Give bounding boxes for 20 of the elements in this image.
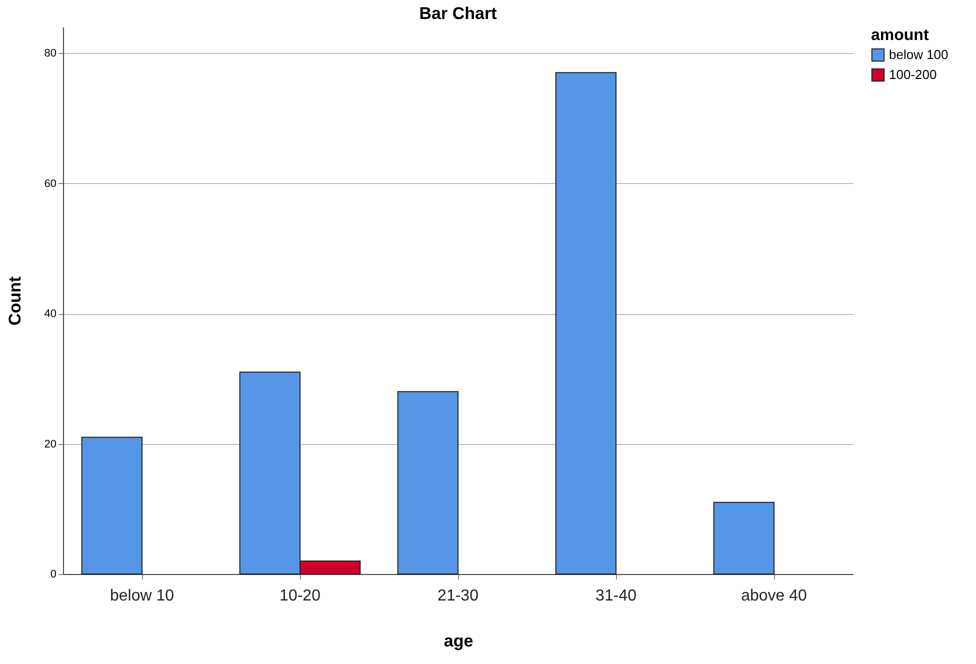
x-tick-label: 10-20 <box>280 588 321 604</box>
bar <box>397 391 458 574</box>
y-tick-label: 0 <box>50 568 56 580</box>
y-tick-label: 40 <box>44 308 56 320</box>
chart-title: Bar Chart <box>419 4 498 23</box>
y-tick-label: 80 <box>44 48 56 60</box>
bar <box>81 436 142 574</box>
x-tick-label: above 40 <box>741 588 808 604</box>
y-axis-title: Count <box>5 276 24 326</box>
bar <box>713 502 774 574</box>
x-tick-label: 21-30 <box>438 588 479 604</box>
legend-label: 100-200 <box>889 67 937 82</box>
y-tick-label: 60 <box>44 178 56 190</box>
legend-label: below 100 <box>889 47 948 62</box>
legend-title: amount <box>871 27 930 44</box>
bar <box>555 72 616 574</box>
x-axis-title: age <box>444 632 474 650</box>
y-tick-label: 20 <box>44 438 56 450</box>
x-tick-label: 31-40 <box>596 588 637 604</box>
x-tick-label: below 10 <box>110 588 174 604</box>
